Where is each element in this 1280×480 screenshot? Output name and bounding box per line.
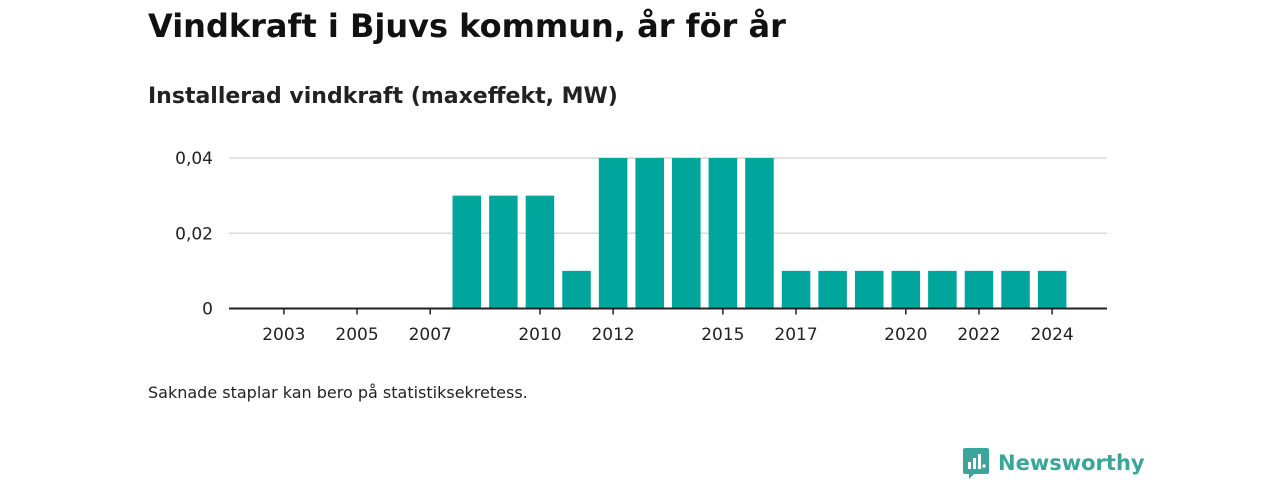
bar-2012 [598,158,628,309]
y-tick-label: 0,04 [175,149,213,169]
x-tick-label: 2017 [774,325,817,345]
bar-2009 [489,195,518,309]
bar-2020 [891,270,921,309]
chart-title: Vindkraft i Bjuvs kommun, år för år [148,7,786,45]
bar-2022 [964,270,994,309]
bar-2016 [745,158,774,309]
y-axis-labels: 0 0,02 0,04 [175,149,213,320]
brand-name: Newsworthy [998,451,1145,475]
bar-2017 [781,270,811,309]
bar-2008 [452,195,482,309]
bar-2014 [672,158,701,309]
x-tick-label: 2020 [884,325,927,345]
bar-2021 [928,270,957,309]
bar-2011 [562,270,591,309]
x-tick-label: 2015 [701,325,744,345]
y-tick-label: 0,02 [175,224,213,244]
bar-2019 [854,270,884,309]
x-tick-label: 2003 [262,325,305,345]
x-tick-label: 2022 [957,325,1000,345]
gridlines [229,157,1107,234]
x-tick-label: 2005 [335,325,378,345]
bar-2015 [708,158,738,309]
bar-2018 [818,270,847,309]
bar-2023 [1001,270,1030,309]
x-tick-label: 2010 [518,325,561,345]
bar-2010 [525,195,555,309]
bar-2024 [1037,270,1067,309]
footnote: Saknade staplar kan bero på statistiksek… [148,383,528,402]
chart-subtitle: Installerad vindkraft (maxeffekt, MW) [148,84,618,109]
newsworthy-logo-icon [963,448,989,479]
x-tick-label: 2024 [1030,325,1073,345]
bars [452,158,1067,309]
x-axis-ticks: 2003 2005 2007 2010 2012 2015 2017 2020 2022 2024 [262,308,1074,345]
x-tick-label: 2007 [409,325,452,345]
y-tick-label: 0 [202,300,213,320]
x-tick-label: 2012 [591,325,634,345]
brand-logo: Newsworthy [962,446,1145,480]
bar-2013 [635,158,664,309]
